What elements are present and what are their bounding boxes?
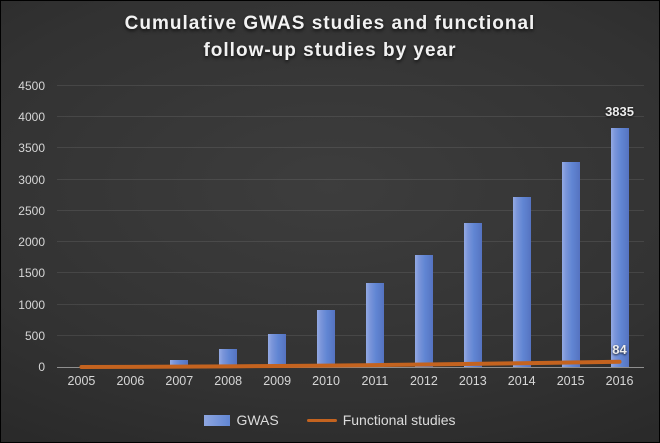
gwas-bar-2010 xyxy=(317,309,336,367)
legend-item-gwas: GWAS xyxy=(204,412,279,428)
gwas-bar-2012 xyxy=(414,254,433,367)
gwas-bar-2015 xyxy=(561,162,580,367)
gridline xyxy=(57,116,644,118)
x-tick-label-2012: 2012 xyxy=(409,374,438,388)
gridline xyxy=(57,272,644,274)
chart-title-line-2: follow-up studies by year xyxy=(203,40,457,61)
y-tick-label: 3000 xyxy=(18,172,45,187)
gridline xyxy=(57,178,644,180)
x-tick-label-2014: 2014 xyxy=(507,374,536,388)
gridline xyxy=(57,334,644,336)
functional-studies-line-swatch-icon xyxy=(306,418,337,422)
x-tick-label-2006: 2006 xyxy=(116,374,145,388)
plot-area: 3835 84 xyxy=(57,85,644,369)
gridline xyxy=(57,241,644,243)
y-tick-label: 1000 xyxy=(18,297,45,312)
x-tick-label-2016: 2016 xyxy=(605,374,634,388)
x-tick-label-2010: 2010 xyxy=(312,374,340,388)
gridline xyxy=(57,303,644,305)
gwas-data-label-2016: 3835 xyxy=(605,103,634,119)
gwas-bar-2016 xyxy=(610,127,629,367)
y-tick-label: 1500 xyxy=(18,266,45,281)
functional-studies-line xyxy=(79,359,622,369)
x-tick-label-2007: 2007 xyxy=(165,374,194,388)
gridline xyxy=(57,209,644,211)
gwas-bar-2014 xyxy=(512,197,531,367)
y-axis: 0 500 1000 1500 2000 2500 3000 3500 4000 4500 xyxy=(1,79,45,374)
chart-title-line-1: Cumulative GWAS studies and functional xyxy=(124,13,536,34)
gridline xyxy=(57,85,644,86)
x-tick-label-2005: 2005 xyxy=(67,374,96,388)
y-tick-label: 4000 xyxy=(18,110,45,125)
legend-label-functional-studies: Functional studies xyxy=(342,412,456,428)
legend: GWAS Functional studies xyxy=(1,412,659,428)
y-tick-label: 500 xyxy=(24,328,45,343)
chart-title: Cumulative GWAS studies and functional f… xyxy=(1,10,659,64)
functional-studies-data-label-2016: 84 xyxy=(612,341,627,357)
gwas-bar-2011 xyxy=(365,282,384,367)
x-tick-label-2015: 2015 xyxy=(556,374,585,388)
legend-item-functional-studies: Functional studies xyxy=(306,412,456,428)
gwas-bar-2009 xyxy=(268,333,287,367)
gwas-bar-swatch-icon xyxy=(204,414,231,426)
y-tick-label: 2000 xyxy=(18,235,45,250)
x-tick-label-2011: 2011 xyxy=(361,374,389,388)
x-tick-label-2013: 2013 xyxy=(458,374,487,388)
y-tick-label: 2500 xyxy=(18,203,45,218)
y-tick-label: 4500 xyxy=(18,79,45,93)
legend-label-gwas: GWAS xyxy=(236,412,279,428)
gwas-bar-2007 xyxy=(170,359,189,367)
gwas-bar-2013 xyxy=(463,223,482,367)
x-axis: 2005 2006 2007 2008 2009 2010 2011 2012 2013 2014… xyxy=(57,374,644,390)
gwas-bar-2008 xyxy=(219,348,238,367)
gridline xyxy=(57,147,644,149)
y-tick-label: 0 xyxy=(38,360,45,374)
y-tick-label: 3500 xyxy=(18,141,45,156)
x-tick-label-2008: 2008 xyxy=(214,374,243,388)
x-tick-label-2009: 2009 xyxy=(263,374,292,388)
